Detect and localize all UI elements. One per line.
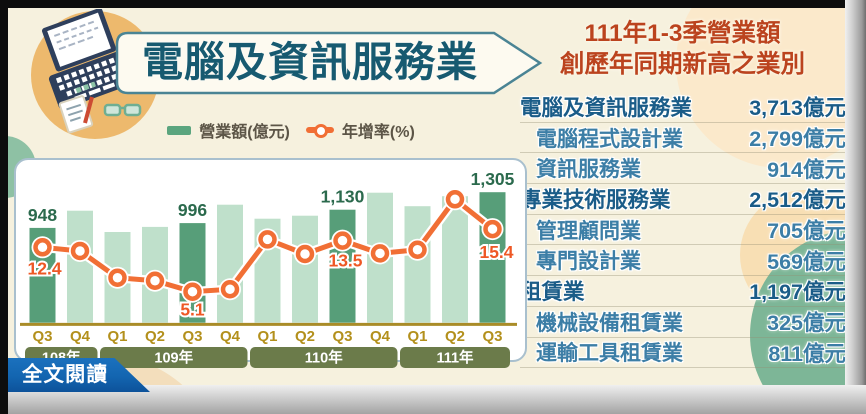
year-label: 110年 bbox=[305, 349, 343, 367]
revenue-bar bbox=[67, 210, 93, 323]
industry-value: 2,799億元 bbox=[749, 127, 845, 152]
quarter-label: Q4 bbox=[370, 328, 391, 345]
growth-point bbox=[145, 271, 165, 290]
quarter-label: Q3 bbox=[332, 328, 352, 345]
industry-value: 3,713億元 bbox=[749, 96, 845, 121]
industry-name: 運輸工具租賃業 bbox=[536, 342, 683, 366]
growth-point bbox=[258, 230, 277, 249]
revenue-legend-label: 營業額(億元) bbox=[199, 124, 290, 141]
revenue-growth-chart: Q3Q4Q1Q2Q3Q4Q1Q2Q3Q4Q1Q2Q3108年109年110年11… bbox=[14, 158, 527, 368]
industry-value: 1,197億元 bbox=[749, 280, 845, 305]
quarter-label: Q2 bbox=[295, 328, 315, 345]
bar-value-label: 948 bbox=[28, 205, 57, 225]
infographic-canvas: 電腦及資訊服務業 營業額(億元) 年增率(%) 111年1-3季營業額 創歷年同… bbox=[8, 8, 845, 386]
growth-point bbox=[108, 268, 127, 287]
industry-value: 2,512億元 bbox=[749, 188, 845, 213]
industry-value: 569億元 bbox=[767, 249, 845, 274]
industry-name: 電腦程式設計業 bbox=[536, 127, 683, 151]
laptop-illustration bbox=[29, 8, 161, 141]
table-row: 租賃業 1,197億元 bbox=[520, 276, 845, 307]
quarter-label: Q3 bbox=[32, 328, 52, 345]
industry-name: 機械設備租賃業 bbox=[536, 311, 683, 335]
industry-name: 電腦及資訊服務業 bbox=[520, 96, 693, 121]
quarter-label: Q4 bbox=[220, 328, 241, 345]
revenue-bar bbox=[404, 206, 431, 323]
glasses-icon bbox=[103, 103, 142, 117]
quarter-label: Q4 bbox=[70, 328, 91, 345]
industry-value: 811億元 bbox=[768, 341, 845, 366]
industry-name: 專門設計業 bbox=[536, 250, 641, 274]
industry-name: 專業技術服務業 bbox=[520, 188, 671, 213]
read-more-label: 全文閱讀 bbox=[22, 363, 108, 386]
page-title: 電腦及資訊服務業 bbox=[142, 39, 478, 85]
industry-name: 資訊服務業 bbox=[536, 158, 641, 182]
industry-value: 914億元 bbox=[767, 157, 845, 182]
growth-point bbox=[445, 190, 465, 209]
revenue-bar bbox=[292, 215, 318, 323]
image-frame-bottom-edge bbox=[8, 385, 866, 414]
image-frame-right-edge bbox=[845, 0, 866, 414]
growth-legend-marker-icon bbox=[305, 124, 334, 138]
growth-point bbox=[33, 238, 52, 257]
growth-point bbox=[333, 231, 352, 250]
quarter-label: Q1 bbox=[407, 328, 427, 345]
growth-point bbox=[408, 240, 427, 259]
quarter-label: Q2 bbox=[445, 328, 465, 345]
revenue-bar bbox=[217, 204, 243, 323]
industry-value: 325億元 bbox=[767, 311, 845, 336]
revenue-bar bbox=[329, 209, 356, 323]
revenue-bar bbox=[479, 192, 506, 323]
table-row: 專門設計業 569億元 bbox=[520, 245, 845, 277]
growth-value-label: 12.4 bbox=[28, 258, 62, 278]
table-row: 電腦程式設計業 2,799億元 bbox=[520, 123, 845, 154]
growth-value-label: 13.5 bbox=[328, 251, 362, 271]
title-banner: 電腦及資訊服務業 bbox=[112, 30, 548, 96]
growth-legend-label: 年增率(%) bbox=[341, 124, 415, 141]
laptop-icon bbox=[41, 8, 137, 110]
growth-point bbox=[370, 244, 390, 263]
growth-value-label: 5.1 bbox=[180, 300, 205, 320]
bar-value-label: 1,305 bbox=[471, 169, 515, 189]
year-band bbox=[400, 347, 510, 368]
growth-point bbox=[183, 282, 202, 301]
table-row: 資訊服務業 914億元 bbox=[520, 153, 845, 185]
subtitle-line2: 創歷年同期新高之業別 bbox=[560, 51, 805, 78]
quarter-label: Q2 bbox=[145, 328, 165, 345]
chart-legend: 營業額(億元) 年增率(%) bbox=[126, 118, 456, 142]
industry-value: 705億元 bbox=[767, 219, 845, 244]
revenue-bar bbox=[179, 223, 206, 323]
year-label: 109年 bbox=[154, 349, 193, 367]
table-row: 專業技術服務業 2,512億元 bbox=[520, 184, 845, 215]
banner-shape bbox=[115, 31, 543, 95]
bar-value-label: 996 bbox=[178, 200, 207, 220]
table-row: 電腦及資訊服務業 3,713億元 bbox=[520, 92, 845, 123]
bar-value-label: 1,130 bbox=[321, 187, 365, 207]
quarter-label: Q1 bbox=[107, 328, 127, 345]
growth-point bbox=[295, 244, 315, 264]
growth-point bbox=[70, 241, 90, 261]
pen-icon bbox=[83, 96, 94, 124]
revenue-legend-swatch-icon bbox=[167, 125, 192, 135]
industry-name: 租賃業 bbox=[520, 280, 585, 305]
quarter-label: Q3 bbox=[482, 328, 502, 345]
year-label: 111年 bbox=[436, 349, 474, 367]
year-band bbox=[250, 347, 398, 368]
industry-name: 管理顧問業 bbox=[536, 219, 641, 243]
growth-point bbox=[483, 219, 502, 239]
year-band bbox=[100, 347, 248, 368]
quarter-label: Q1 bbox=[257, 328, 277, 345]
quarter-label: Q3 bbox=[182, 328, 202, 345]
right-header: 111年1-3季營業額 創歷年同期新高之業別 bbox=[520, 18, 845, 80]
table-row: 運輸工具租賃業 811億元 bbox=[520, 338, 845, 369]
revenue-growth-chart-svg: Q3Q4Q1Q2Q3Q4Q1Q2Q3Q4Q1Q2Q3108年109年110年11… bbox=[20, 168, 517, 368]
growth-value-label: 15.4 bbox=[479, 242, 513, 262]
industry-table: 電腦及資訊服務業 3,713億元 電腦程式設計業 2,799億元 資訊服務業 914億元專… bbox=[520, 92, 845, 369]
subtitle-line1: 111年1-3季營業額 bbox=[584, 20, 781, 47]
growth-point bbox=[220, 280, 240, 299]
table-row: 機械設備租賃業 325億元 bbox=[520, 307, 845, 338]
table-row: 管理顧問業 705億元 bbox=[520, 215, 845, 246]
